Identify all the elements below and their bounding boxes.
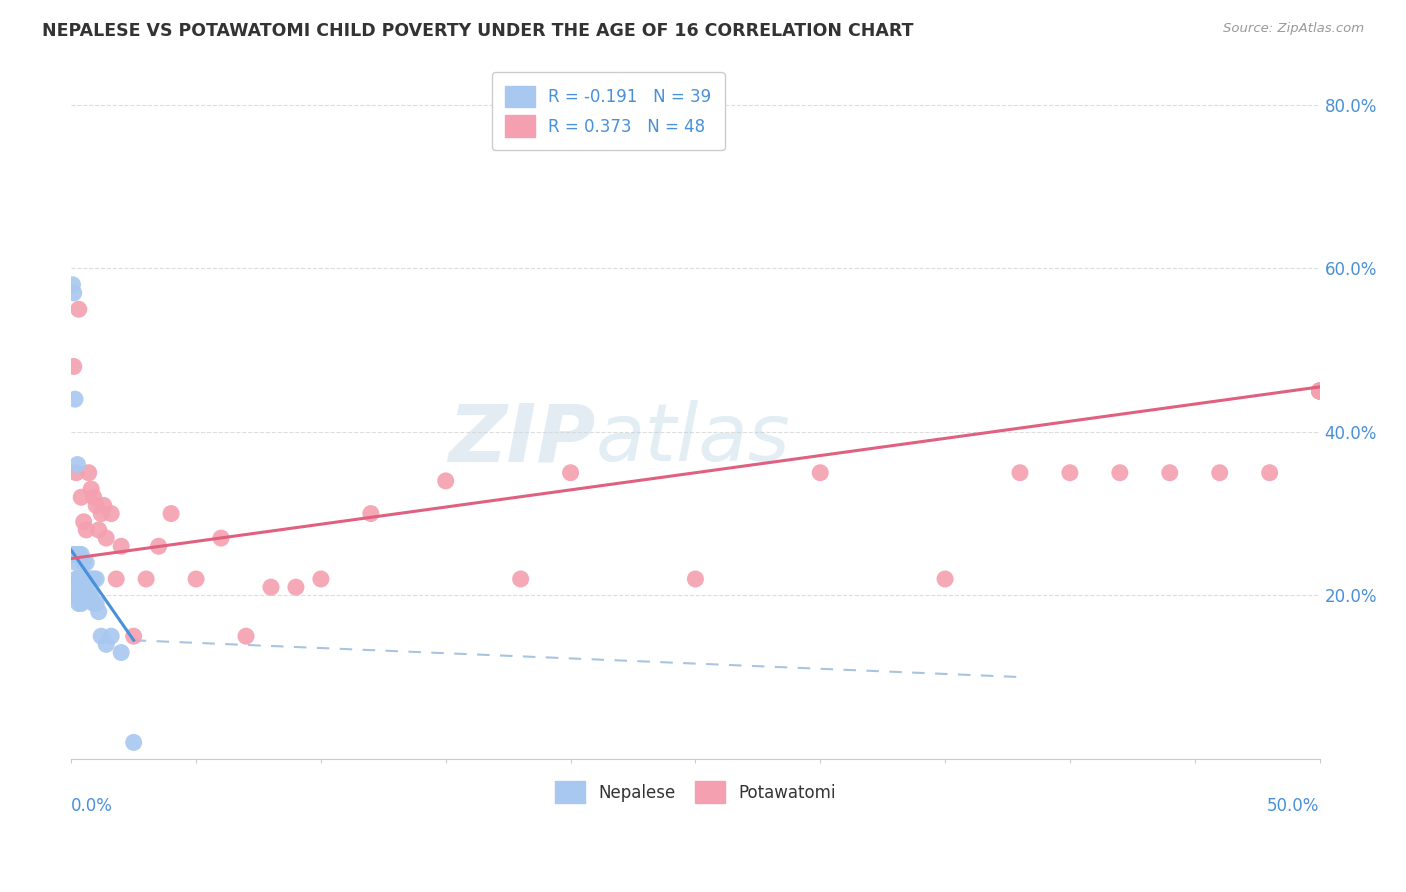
Point — [80, 482, 103, 496]
Point — [84, 597, 107, 611]
Point — [1309, 384, 1331, 398]
Point — [1309, 384, 1331, 398]
Point — [67, 597, 90, 611]
Point — [77, 572, 100, 586]
Point — [73, 588, 96, 602]
Point — [62, 359, 84, 374]
Text: NEPALESE VS POTAWATOMI CHILD POVERTY UNDER THE AGE OF 16 CORRELATION CHART: NEPALESE VS POTAWATOMI CHILD POVERTY UND… — [42, 22, 914, 40]
Point — [1309, 384, 1331, 398]
Point — [1008, 466, 1031, 480]
Point — [184, 572, 207, 586]
Point — [70, 580, 93, 594]
Point — [75, 523, 97, 537]
Point — [65, 556, 87, 570]
Point — [934, 572, 956, 586]
Point — [62, 588, 84, 602]
Point — [66, 458, 89, 472]
Point — [62, 285, 84, 300]
Point — [83, 572, 105, 586]
Point — [77, 588, 100, 602]
Text: 0.0%: 0.0% — [72, 797, 112, 815]
Point — [1309, 384, 1331, 398]
Text: atlas: atlas — [596, 401, 790, 478]
Point — [65, 588, 87, 602]
Point — [62, 548, 84, 562]
Point — [73, 556, 96, 570]
Point — [1309, 384, 1331, 398]
Point — [122, 735, 145, 749]
Point — [75, 572, 97, 586]
Point — [73, 515, 96, 529]
Point — [70, 572, 93, 586]
Point — [100, 629, 122, 643]
Point — [90, 629, 112, 643]
Point — [96, 531, 118, 545]
Point — [67, 572, 90, 586]
Point — [100, 507, 122, 521]
Legend: Nepalese, Potawatomi: Nepalese, Potawatomi — [548, 775, 842, 810]
Point — [260, 580, 283, 594]
Point — [1059, 466, 1081, 480]
Point — [67, 302, 90, 317]
Point — [509, 572, 531, 586]
Point — [284, 580, 307, 594]
Text: 50.0%: 50.0% — [1267, 797, 1320, 815]
Point — [110, 539, 132, 553]
Point — [808, 466, 831, 480]
Point — [65, 466, 87, 480]
Text: ZIP: ZIP — [449, 401, 596, 478]
Point — [1209, 466, 1232, 480]
Point — [73, 572, 96, 586]
Point — [67, 572, 90, 586]
Point — [87, 605, 110, 619]
Point — [66, 572, 89, 586]
Point — [105, 572, 128, 586]
Text: Source: ZipAtlas.com: Source: ZipAtlas.com — [1223, 22, 1364, 36]
Point — [63, 392, 86, 406]
Point — [209, 531, 232, 545]
Point — [65, 572, 87, 586]
Point — [1309, 384, 1331, 398]
Point — [685, 572, 707, 586]
Point — [90, 507, 112, 521]
Point — [70, 597, 93, 611]
Point — [80, 588, 103, 602]
Point — [62, 277, 84, 292]
Point — [84, 499, 107, 513]
Point — [110, 646, 132, 660]
Point — [67, 580, 90, 594]
Point — [87, 523, 110, 537]
Point — [148, 539, 170, 553]
Point — [93, 499, 115, 513]
Point — [83, 490, 105, 504]
Point — [1309, 384, 1331, 398]
Point — [70, 490, 93, 504]
Point — [75, 556, 97, 570]
Point — [70, 548, 93, 562]
Point — [122, 629, 145, 643]
Point — [96, 637, 118, 651]
Point — [309, 572, 332, 586]
Point — [434, 474, 457, 488]
Point — [63, 548, 86, 562]
Point — [160, 507, 183, 521]
Point — [1258, 466, 1281, 480]
Point — [360, 507, 382, 521]
Point — [1159, 466, 1181, 480]
Point — [235, 629, 257, 643]
Point — [1309, 384, 1331, 398]
Point — [560, 466, 582, 480]
Point — [83, 597, 105, 611]
Point — [84, 572, 107, 586]
Point — [67, 548, 90, 562]
Point — [77, 466, 100, 480]
Point — [80, 572, 103, 586]
Point — [135, 572, 157, 586]
Point — [1108, 466, 1130, 480]
